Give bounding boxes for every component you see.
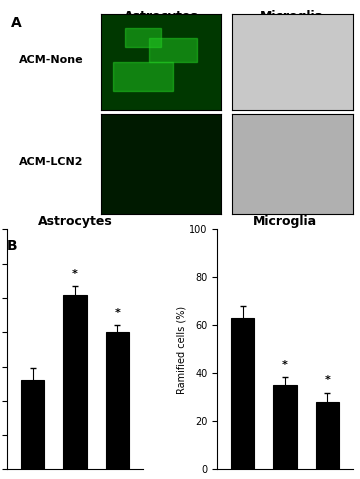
Y-axis label: Ramified cells (%): Ramified cells (%): [176, 306, 186, 394]
Text: *: *: [72, 269, 78, 279]
Bar: [316, 402, 339, 469]
Text: *: *: [282, 360, 288, 370]
Text: —: —: [203, 200, 215, 210]
Text: ACM-LCN2: ACM-LCN2: [19, 157, 83, 167]
Text: Microglia: Microglia: [260, 10, 324, 23]
Title: Microglia: Microglia: [253, 215, 317, 228]
Text: ACM-None: ACM-None: [19, 55, 83, 65]
Text: A: A: [11, 16, 21, 30]
Bar: [63, 295, 87, 469]
Text: B: B: [7, 240, 18, 253]
Bar: [231, 318, 254, 469]
Bar: [273, 386, 297, 469]
Text: *: *: [324, 376, 330, 386]
Text: Astrocytes: Astrocytes: [123, 10, 198, 23]
Bar: [106, 332, 129, 469]
Title: Astrocytes: Astrocytes: [37, 215, 112, 228]
Bar: [21, 380, 44, 469]
Text: *: *: [114, 308, 120, 318]
